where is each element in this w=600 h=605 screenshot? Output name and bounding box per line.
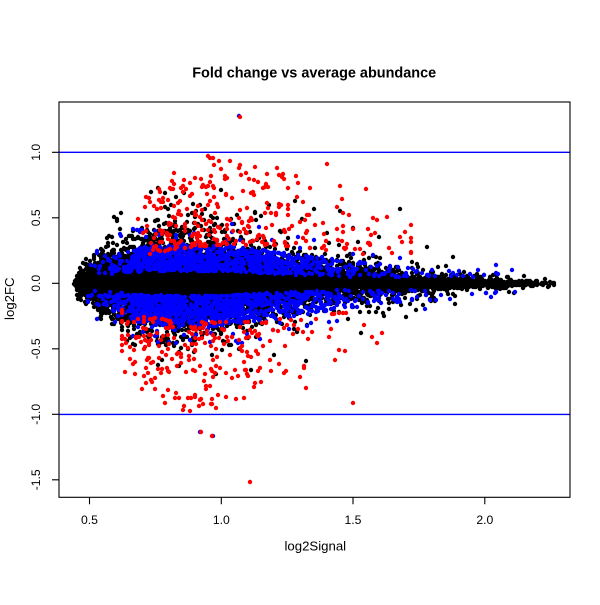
- svg-text:Fold change vs average abundan: Fold change vs average abundance: [192, 65, 436, 81]
- svg-text:2.0: 2.0: [476, 513, 493, 527]
- svg-text:-1.5: -1.5: [29, 469, 43, 490]
- svg-text:-0.5: -0.5: [29, 338, 43, 359]
- svg-text:-1.0: -1.0: [29, 404, 43, 425]
- svg-text:1.0: 1.0: [213, 513, 230, 527]
- svg-text:1.5: 1.5: [345, 513, 362, 527]
- svg-text:0.5: 0.5: [29, 209, 43, 226]
- svg-text:log2Signal: log2Signal: [285, 538, 347, 553]
- svg-text:1.0: 1.0: [29, 144, 43, 161]
- svg-text:log2FC: log2FC: [2, 277, 17, 320]
- svg-text:0.0: 0.0: [29, 275, 43, 292]
- svg-text:0.5: 0.5: [81, 513, 98, 527]
